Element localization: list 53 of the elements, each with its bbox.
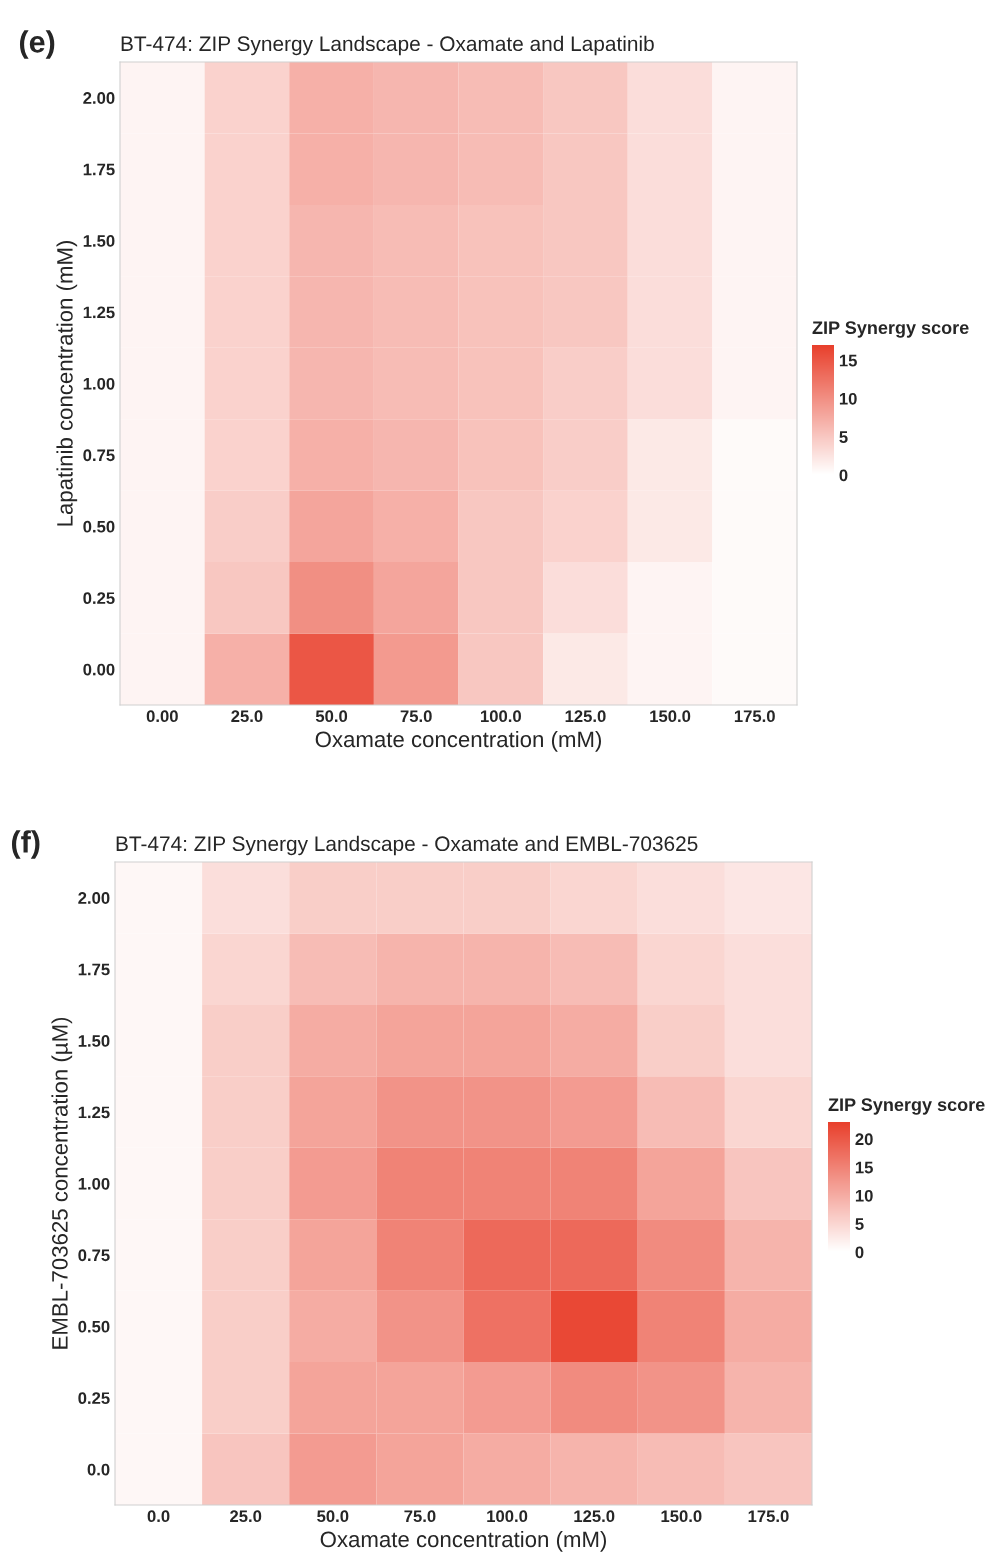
x-tick-label: 50.0 xyxy=(315,710,348,723)
color-bar-label: 10 xyxy=(839,392,857,405)
x-tick-label: 0.0 xyxy=(147,1510,170,1523)
y-axis-title: Lapatinib concentration (mM) xyxy=(56,240,78,526)
color-bar-label: 15 xyxy=(839,354,857,367)
x-tick-label: 125.0 xyxy=(574,1510,615,1523)
color-bar-title: ZIP Synergy score xyxy=(828,1098,985,1115)
y-tick-label: 1.75 xyxy=(83,163,115,176)
y-tick-label: 1.50 xyxy=(78,1035,110,1047)
x-tick-label: 25.0 xyxy=(230,1510,262,1523)
color-bar-label: 20 xyxy=(855,1133,873,1146)
y-tick-label: 0.25 xyxy=(83,592,115,605)
y-tick-label: 1.00 xyxy=(83,377,115,390)
y-tick-label: 0.75 xyxy=(78,1249,110,1262)
y-tick-label: 1.25 xyxy=(83,306,115,319)
color-bar-label: 10 xyxy=(855,1189,873,1202)
x-axis-title: Oxamate concentration (mM) xyxy=(315,730,602,752)
color-bar-label: 5 xyxy=(855,1218,864,1230)
x-tick-label: 75.0 xyxy=(400,710,432,723)
y-tick-label: 0.75 xyxy=(83,449,115,462)
text: (f) xyxy=(11,830,40,859)
y-tick-label: 0.50 xyxy=(78,1320,110,1333)
x-tick-label: 100.0 xyxy=(487,1510,528,1523)
x-tick-label: 150.0 xyxy=(650,710,691,723)
text: (e) xyxy=(19,30,55,59)
color-bar-label: 15 xyxy=(855,1161,873,1174)
y-tick-label: 0.0 xyxy=(87,1463,110,1476)
y-tick-label: 1.25 xyxy=(78,1106,110,1119)
y-tick-label: 0.00 xyxy=(83,663,115,676)
y-tick-label: 1.75 xyxy=(78,963,110,976)
chart-title: BT-474: ZIP Synergy Landscape - Oxamate and Lapatinib xyxy=(121,35,654,56)
color-bar-title: ZIP Synergy score xyxy=(812,321,969,338)
color-bar-label: 5 xyxy=(839,431,848,443)
y-tick-label: 1.50 xyxy=(83,235,115,247)
x-tick-label: 100.0 xyxy=(481,710,521,723)
y-tick-label: 2.00 xyxy=(83,92,115,104)
x-tick-label: 125.0 xyxy=(565,710,606,723)
x-tick-label: 25.0 xyxy=(231,710,263,723)
y-tick-label: 1.00 xyxy=(78,1177,110,1190)
y-tick-label: 0.25 xyxy=(78,1392,110,1405)
x-tick-label: 175.0 xyxy=(734,710,775,723)
y-axis-title: EMBL-703625 concentration (µM) xyxy=(51,1017,73,1349)
x-tick-label: 50.0 xyxy=(317,1510,349,1523)
y-tick-label: 0.50 xyxy=(83,520,115,533)
x-tick-label: 75.0 xyxy=(404,1510,436,1523)
x-tick-label: 0.00 xyxy=(146,710,178,723)
color-bar-label: 0 xyxy=(855,1246,864,1259)
x-tick-label: 150.0 xyxy=(661,1510,702,1523)
color-bar-label: 0 xyxy=(839,469,848,482)
y-tick-label: 2.00 xyxy=(78,892,110,904)
chart-title: BT-474: ZIP Synergy Landscape - Oxamate and EMBL-703625 xyxy=(116,835,698,856)
x-tick-label: 175.0 xyxy=(748,1510,789,1523)
x-axis-title: Oxamate concentration (mM) xyxy=(320,1530,607,1552)
